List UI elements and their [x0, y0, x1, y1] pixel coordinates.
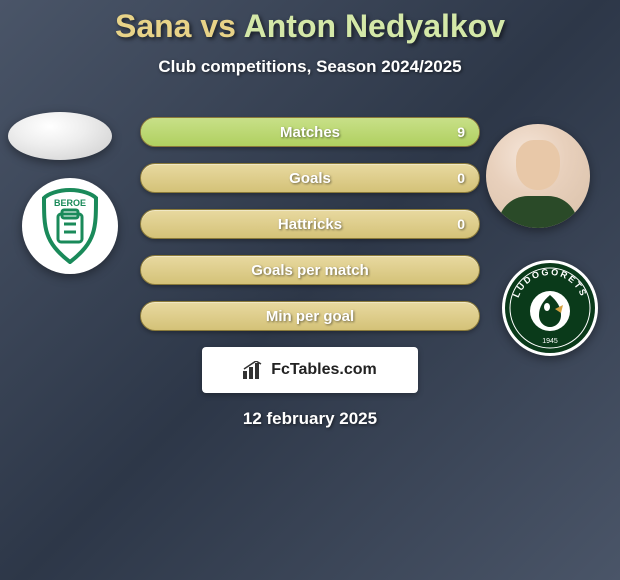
comparison-title: Sana vs Anton Nedyalkov	[0, 8, 620, 45]
stat-row: 9 Matches	[140, 117, 480, 147]
stat-row: Min per goal	[140, 301, 480, 331]
club-year: 1945	[542, 338, 558, 345]
player2-avatar	[486, 124, 590, 228]
stat-value-right: 9	[457, 124, 465, 140]
watermark: FcTables.com	[202, 347, 418, 393]
player2-club-badge: LUDOGORETS 1945	[502, 260, 598, 356]
player2-name: Anton Nedyalkov	[244, 8, 505, 44]
stat-row: 0 Hattricks	[140, 209, 480, 239]
stat-label: Min per goal	[266, 308, 354, 325]
stat-label: Goals per match	[251, 262, 369, 279]
stat-row: Goals per match	[140, 255, 480, 285]
player1-avatar	[8, 112, 112, 160]
stat-row: 0 Goals	[140, 163, 480, 193]
stat-label: Goals	[289, 170, 331, 187]
vs-text: vs	[200, 8, 236, 44]
stat-label: Hattricks	[278, 216, 342, 233]
chart-icon	[243, 361, 265, 379]
stat-value-right: 0	[457, 216, 465, 232]
subtitle: Club competitions, Season 2024/2025	[0, 57, 620, 77]
player1-club-badge: BEROE	[22, 178, 118, 274]
stat-value-right: 0	[457, 170, 465, 186]
watermark-text: FcTables.com	[271, 361, 377, 379]
date-text: 12 february 2025	[0, 409, 620, 429]
stats-bars: 9 Matches 0 Goals 0 Hattricks Goals per match M…	[140, 117, 480, 331]
stat-label: Matches	[280, 124, 340, 141]
beroe-crest-icon: BEROE	[38, 188, 102, 264]
ludogorets-crest-icon: LUDOGORETS 1945	[505, 263, 595, 353]
player1-name: Sana	[115, 8, 191, 44]
svg-text:BEROE: BEROE	[54, 198, 86, 208]
